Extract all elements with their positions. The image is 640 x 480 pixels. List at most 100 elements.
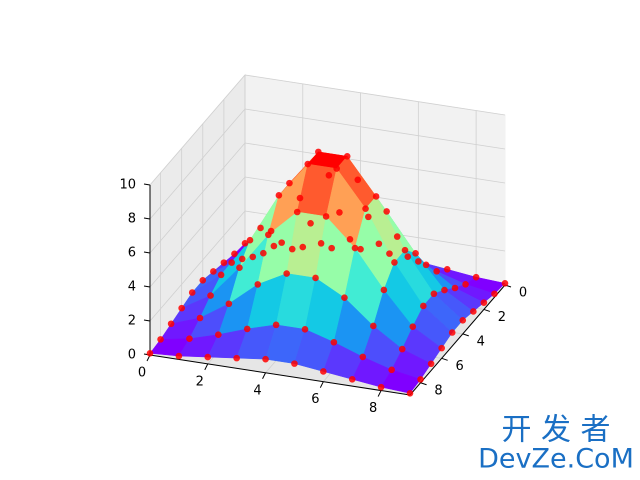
point: [422, 261, 430, 269]
point: [254, 281, 262, 288]
grid-line: [149, 176, 246, 288]
point: [188, 289, 196, 296]
point: [448, 329, 456, 336]
grid-line: [149, 108, 246, 220]
y-tick-label: 2: [498, 310, 506, 325]
point: [265, 231, 272, 239]
point: [322, 213, 330, 220]
point: [404, 253, 412, 260]
point: [380, 286, 388, 294]
point: [246, 236, 254, 244]
x-tick-label: 0: [138, 366, 146, 381]
tick-mark: [143, 217, 151, 220]
x-tick-label: 8: [369, 401, 377, 416]
point: [199, 276, 207, 284]
point: [359, 353, 367, 361]
grid-line: [149, 142, 246, 254]
grid-line: [149, 210, 246, 322]
watermark: DevZe.CoM: [478, 444, 634, 475]
point: [217, 271, 225, 279]
point: [375, 240, 383, 248]
point: [175, 352, 183, 360]
point: [315, 148, 322, 156]
point: [443, 266, 451, 273]
point: [470, 308, 477, 315]
point: [412, 249, 419, 257]
point: [391, 259, 398, 266]
point: [401, 246, 409, 254]
y-tick-label: 8: [434, 383, 442, 398]
point: [393, 233, 401, 240]
point: [291, 360, 298, 367]
point: [341, 294, 348, 302]
point: [204, 353, 212, 361]
point: [220, 259, 228, 266]
point: [307, 219, 314, 227]
point: [238, 255, 246, 263]
point: [167, 320, 175, 328]
point: [241, 240, 249, 247]
grid-line: [149, 74, 246, 186]
point: [480, 299, 488, 306]
point: [186, 335, 193, 343]
point: [362, 205, 369, 212]
point: [296, 194, 304, 202]
point: [178, 304, 185, 312]
point: [406, 390, 414, 397]
point: [286, 179, 293, 187]
point: [260, 249, 267, 257]
point: [365, 213, 372, 221]
point: [283, 270, 290, 277]
tick-mark: [377, 390, 382, 397]
point: [157, 336, 164, 343]
point: [357, 245, 364, 253]
point: [372, 193, 380, 200]
y-tick-label: 6: [456, 359, 464, 374]
point: [417, 376, 424, 383]
point: [270, 242, 278, 250]
point: [354, 176, 362, 184]
tick-mark: [420, 382, 427, 386]
tick-mark: [204, 363, 209, 371]
point: [438, 344, 445, 352]
tick-mark: [462, 333, 469, 337]
point: [430, 290, 438, 298]
tick-mark: [143, 319, 151, 322]
point: [328, 244, 335, 252]
x-tick-label: 6: [311, 392, 319, 407]
tick-mark: [143, 251, 151, 254]
tick-mark: [319, 381, 324, 388]
point: [472, 273, 480, 281]
point: [262, 355, 269, 363]
point: [288, 245, 296, 253]
point: [427, 360, 435, 368]
point: [320, 368, 327, 375]
point: [257, 224, 264, 232]
point: [343, 153, 351, 160]
point: [377, 383, 385, 391]
tick-mark: [262, 372, 267, 380]
point: [336, 209, 343, 216]
point: [398, 345, 406, 353]
y-tick-label: 4: [477, 334, 485, 349]
point: [312, 274, 319, 282]
point: [275, 192, 283, 199]
tick-mark: [441, 357, 448, 361]
point: [420, 302, 427, 310]
axis-line: [149, 354, 411, 396]
point: [330, 338, 338, 346]
point: [210, 268, 217, 275]
z-tick-label: 8: [128, 212, 136, 227]
x-tick-label: 4: [253, 383, 261, 398]
point: [299, 243, 307, 251]
point: [231, 250, 238, 258]
z-tick-label: 4: [128, 280, 136, 295]
point: [462, 280, 469, 288]
point: [346, 236, 354, 243]
point: [370, 322, 377, 330]
point: [196, 314, 204, 322]
point: [459, 316, 467, 324]
point: [233, 354, 240, 362]
z-tick-label: 6: [128, 246, 136, 261]
